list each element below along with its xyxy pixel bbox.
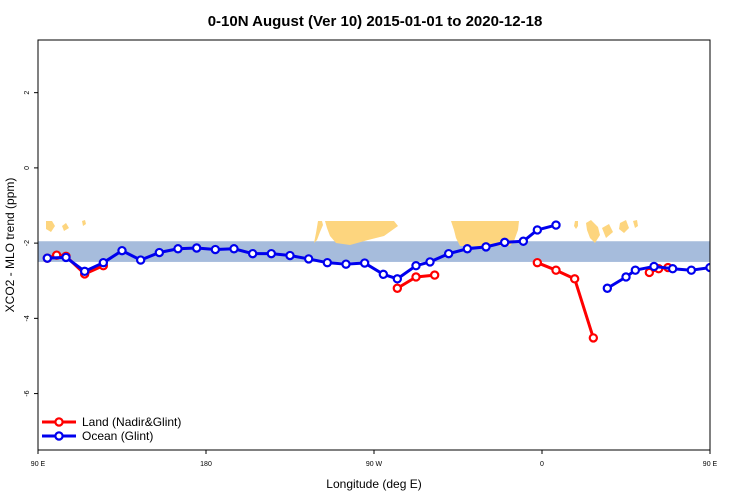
data-point: [630, 265, 641, 275]
data-point: [229, 244, 239, 254]
data-point: [392, 283, 403, 293]
x-tick-label: 90 E: [31, 461, 46, 468]
map-band: [38, 220, 710, 262]
legend-marker: [54, 431, 64, 441]
data-point: [621, 272, 631, 282]
data-point: [429, 270, 440, 280]
data-point: [210, 244, 221, 255]
y-tick-label: 2: [24, 91, 31, 95]
data-point: [425, 257, 435, 267]
x-tick-label: 90 W: [366, 461, 383, 468]
data-point: [481, 242, 491, 252]
data-point: [667, 263, 678, 274]
x-tick-label: 90 E: [703, 461, 718, 468]
data-point: [378, 269, 389, 280]
y-tick-label: -2: [24, 240, 31, 246]
data-point: [411, 272, 421, 282]
data-point: [602, 283, 613, 293]
y-axis-label: XCO2 - MLO trend (ppm): [3, 178, 17, 313]
land-shape-maritime-continent-1: [46, 220, 86, 232]
data-point: [191, 243, 202, 253]
data-point: [532, 257, 543, 268]
data-point: [392, 274, 403, 284]
y-tick-label: 0: [24, 166, 31, 170]
data-point: [117, 245, 127, 256]
legend-label: Ocean (Glint): [82, 429, 153, 443]
data-point: [322, 257, 333, 268]
legend-label: Land (Nadir&Glint): [82, 415, 181, 429]
land-shape-sri-lanka: [574, 221, 578, 229]
data-point: [462, 244, 473, 254]
data-point: [686, 265, 697, 275]
series-layer: [42, 220, 750, 343]
data-point: [79, 266, 90, 277]
data-point: [98, 257, 109, 268]
data-point: [499, 237, 510, 248]
y-tick-label: -4: [24, 315, 31, 321]
chart-title: 0-10N August (Ver 10) 2015-01-01 to 2020…: [208, 13, 543, 30]
data-point: [411, 260, 421, 271]
series-land: [42, 250, 673, 343]
land-shape-maritime-continent-2: [586, 220, 638, 243]
data-point: [173, 244, 183, 254]
x-axis-label: Longitude (deg E): [326, 477, 421, 491]
data-point: [649, 261, 659, 272]
series-ocean: [42, 220, 750, 293]
x-tick-label: 180: [200, 461, 212, 468]
x-tick-label: 0: [540, 461, 544, 468]
data-point: [266, 248, 277, 259]
data-point: [744, 258, 750, 265]
y-tick-label: -6: [24, 390, 31, 396]
data-point: [518, 236, 529, 246]
data-point: [359, 258, 370, 268]
data-point: [303, 254, 314, 264]
land-shape-central-america: [314, 221, 323, 243]
legend: Land (Nadir&Glint)Ocean (Glint): [42, 415, 181, 443]
data-point: [551, 265, 561, 275]
data-point: [154, 247, 165, 258]
data-point: [42, 253, 53, 263]
x-axis: 90 E 180 90 W 0 90 E: [31, 450, 718, 468]
legend-marker: [54, 417, 64, 427]
data-point: [341, 259, 351, 269]
data-point: [532, 225, 543, 235]
data-point: [135, 255, 146, 265]
data-point: [705, 262, 710, 273]
plot-area: [38, 220, 750, 343]
land-shape-south-america: [325, 221, 398, 245]
data-point: [61, 252, 71, 263]
data-point: [551, 220, 561, 230]
data-point: [247, 248, 258, 259]
ocean-band: [38, 241, 710, 262]
data-point: [285, 250, 295, 261]
series-line: [536, 261, 595, 339]
y-axis: 2 0 -2 -4 -6: [24, 91, 38, 397]
data-point: [443, 248, 454, 259]
data-point: [569, 274, 580, 284]
data-point: [588, 333, 599, 343]
data-point: [725, 261, 732, 268]
